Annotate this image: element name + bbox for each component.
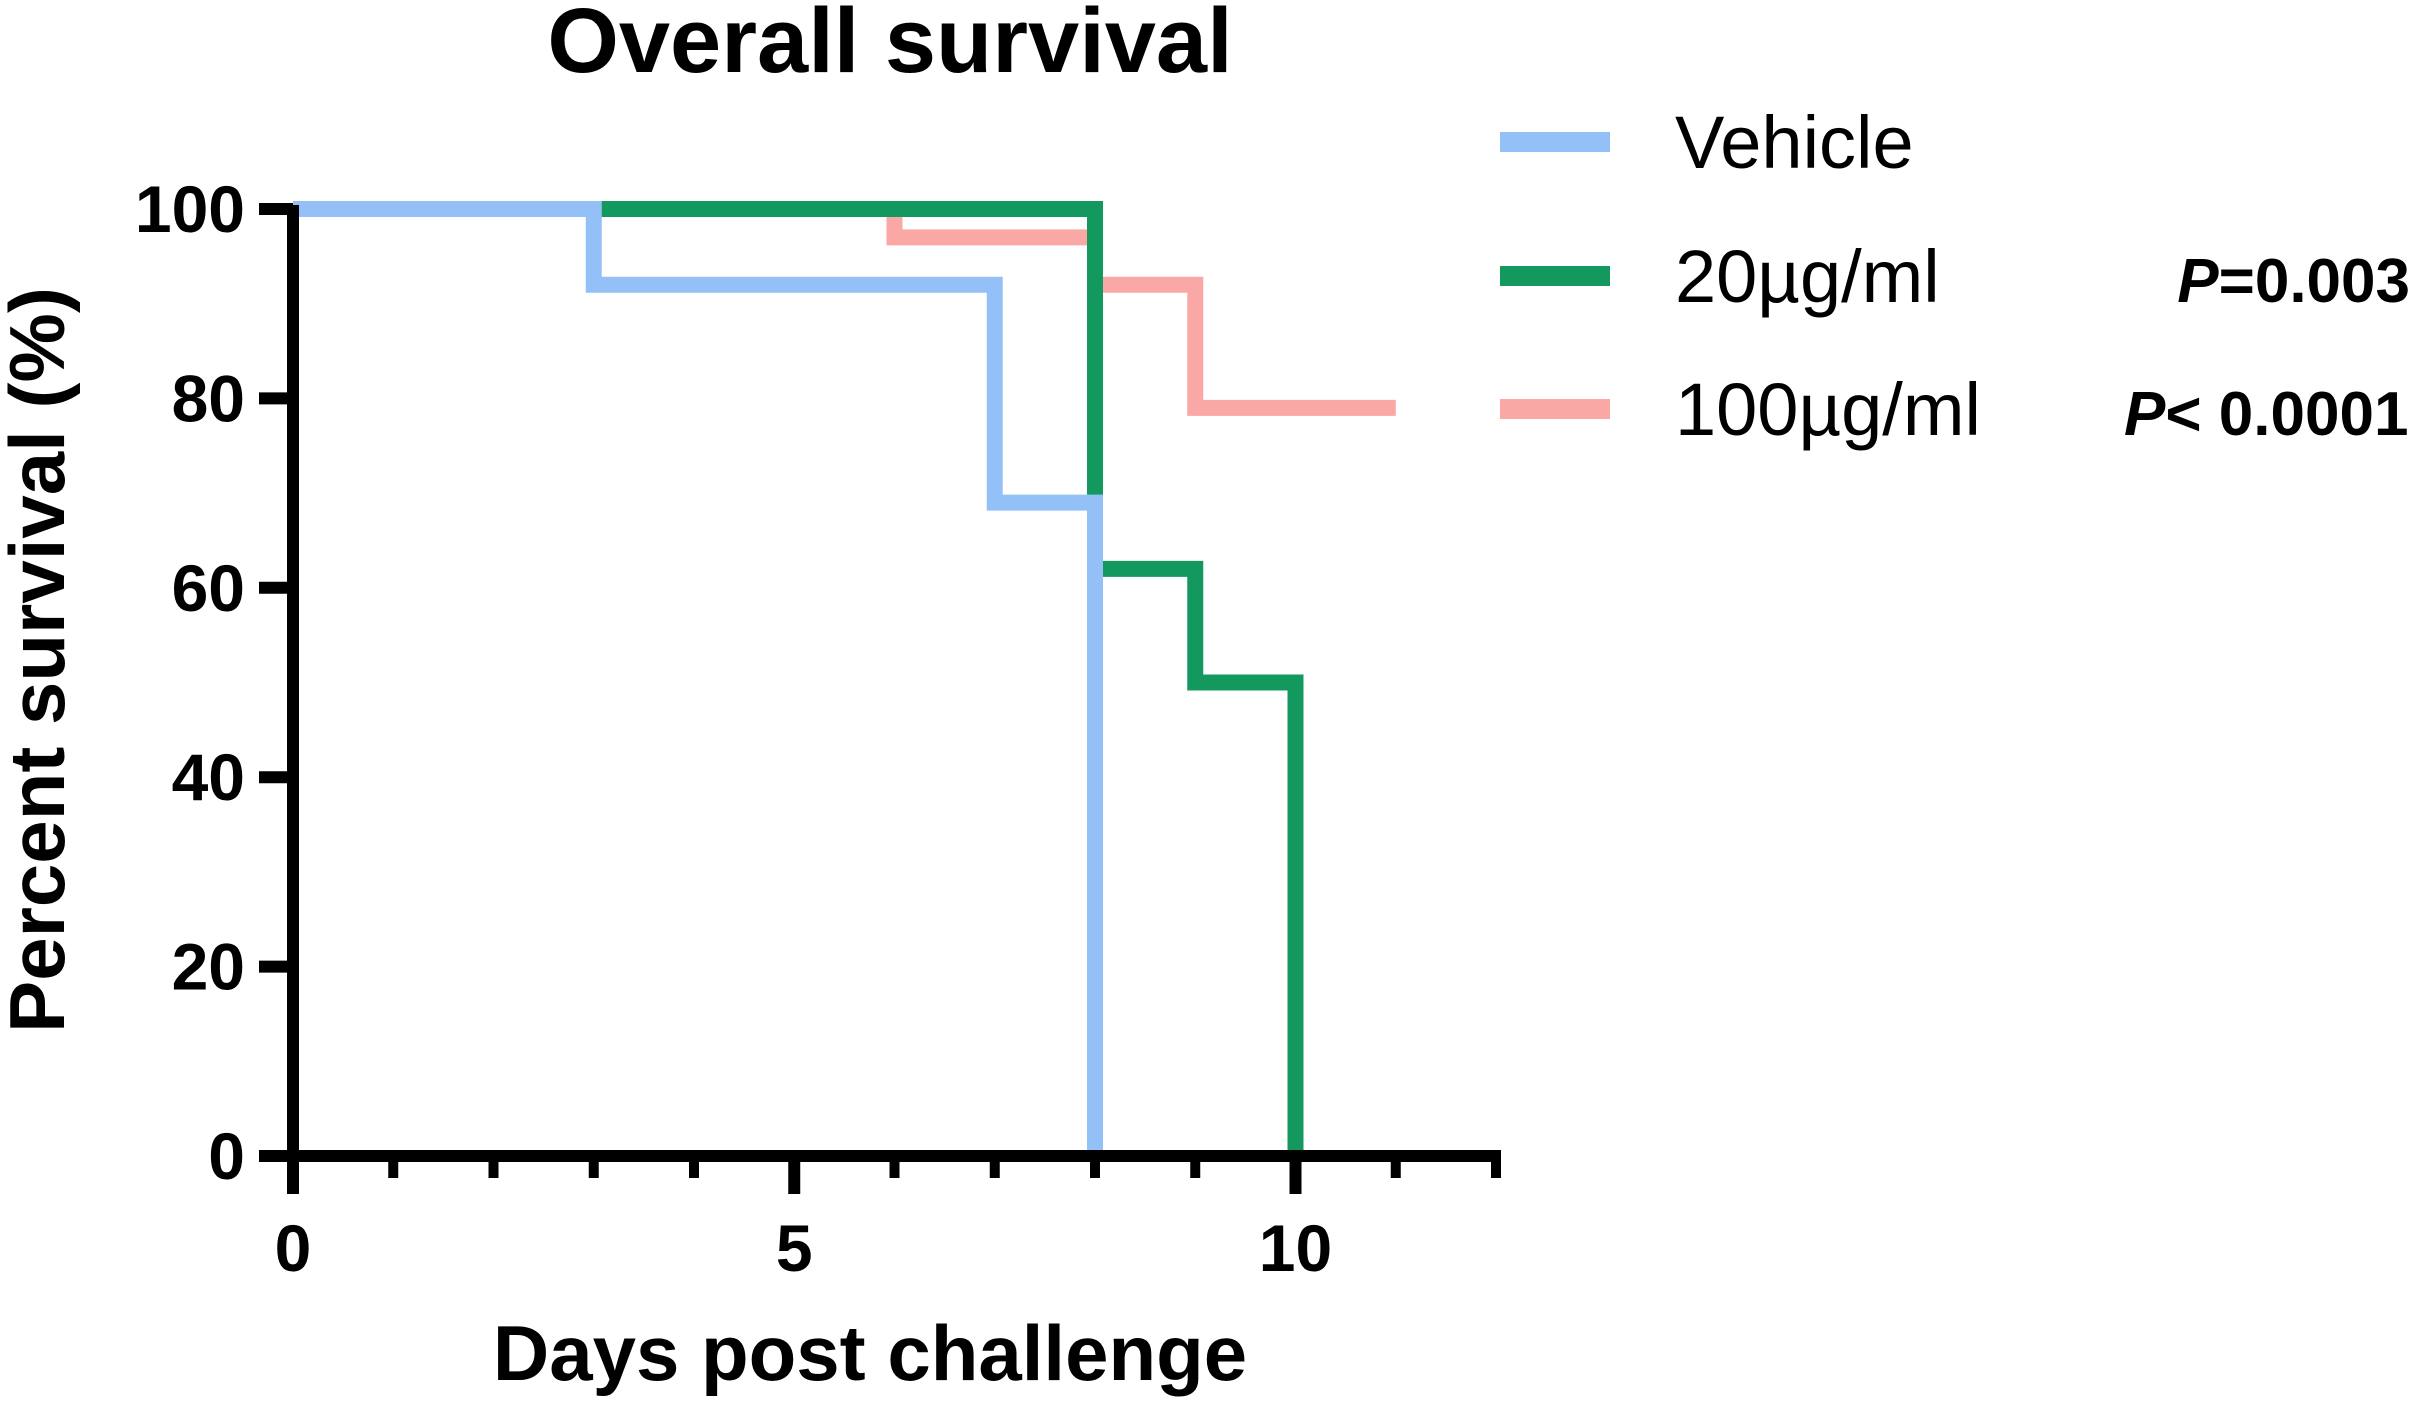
p-symbol: P: [2177, 247, 2219, 316]
x-tick-label: 0: [275, 1211, 312, 1285]
x-tick-label: 5: [776, 1211, 813, 1285]
y-tick-label: 0: [208, 1119, 245, 1193]
y-tick-label: 20: [172, 930, 245, 1004]
p-value-text: < 0.0001: [2165, 380, 2408, 449]
axes: 0 20 40 60 80 100 0 5 10: [135, 172, 1501, 1285]
p-symbol: P: [2124, 380, 2166, 449]
y-tick-label: 60: [172, 551, 245, 625]
x-axis-title: Days post challenge: [493, 1309, 1247, 1397]
p-value-text: =0.003: [2219, 247, 2410, 316]
y-axis-title: Percent survival (%): [0, 287, 81, 1033]
p-value-2: P=0.003: [2177, 247, 2410, 316]
y-tick-label: 80: [172, 361, 245, 435]
legend-label-2: 20µg/ml: [1675, 235, 1940, 318]
survival-curve-2: [293, 201, 1304, 1156]
chart-title: Overall survival: [547, 0, 1232, 92]
y-tick-label: 40: [172, 740, 245, 814]
p-value-3: P< 0.0001: [2124, 380, 2408, 449]
survival-curve-3: [293, 201, 1396, 416]
legend-label-3: 100µg/ml: [1675, 368, 1981, 451]
y-tick-label: 100: [135, 172, 245, 246]
survival-curve-1: [293, 201, 1103, 1156]
plot-area: [293, 201, 1396, 1156]
x-tick-label: 10: [1259, 1211, 1332, 1285]
legend-label-1: Vehicle: [1675, 101, 1914, 184]
